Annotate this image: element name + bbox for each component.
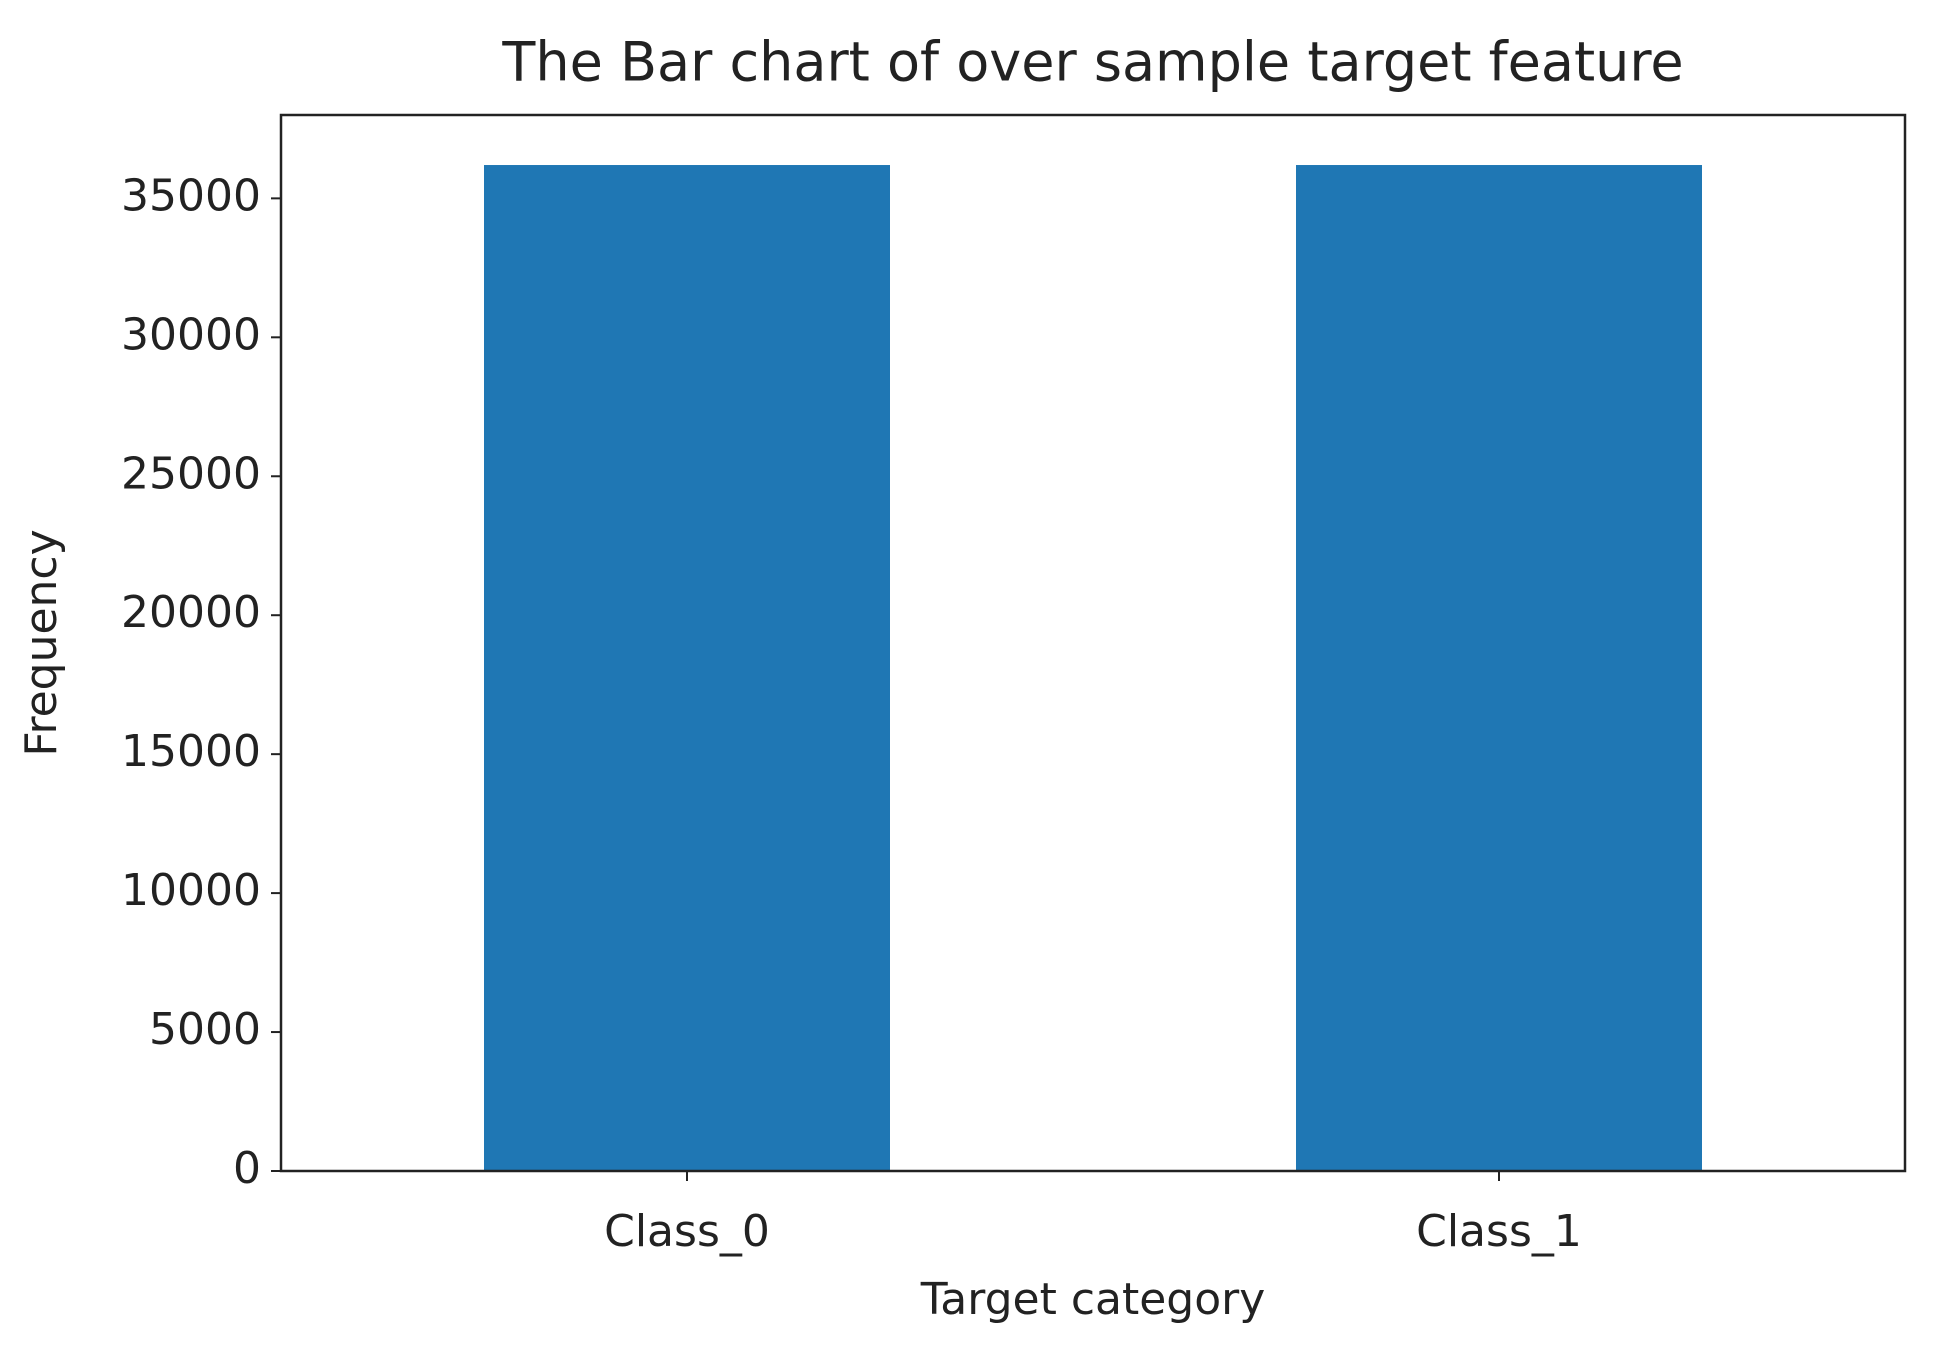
y-tick-label: 25000 bbox=[121, 448, 261, 499]
y-tick-label: 0 bbox=[233, 1143, 261, 1194]
x-tick-label: Class_0 bbox=[604, 1206, 770, 1257]
y-tick-label: 10000 bbox=[121, 865, 261, 916]
y-tick-label: 35000 bbox=[121, 170, 261, 221]
y-tick-label: 20000 bbox=[121, 587, 261, 638]
y-tick-label: 30000 bbox=[121, 309, 261, 360]
plot-frame bbox=[279, 113, 1907, 1173]
x-axis-label: Target category bbox=[920, 1274, 1266, 1325]
x-tick-label: Class_1 bbox=[1416, 1206, 1582, 1257]
y-tick-label: 5000 bbox=[149, 1004, 261, 1055]
bar bbox=[484, 165, 890, 1171]
chart-title: The Bar chart of over sample target feat… bbox=[501, 31, 1683, 94]
y-tick-label: 15000 bbox=[121, 726, 261, 777]
bar bbox=[1296, 165, 1702, 1171]
y-axis-label: Frequency bbox=[16, 529, 67, 756]
